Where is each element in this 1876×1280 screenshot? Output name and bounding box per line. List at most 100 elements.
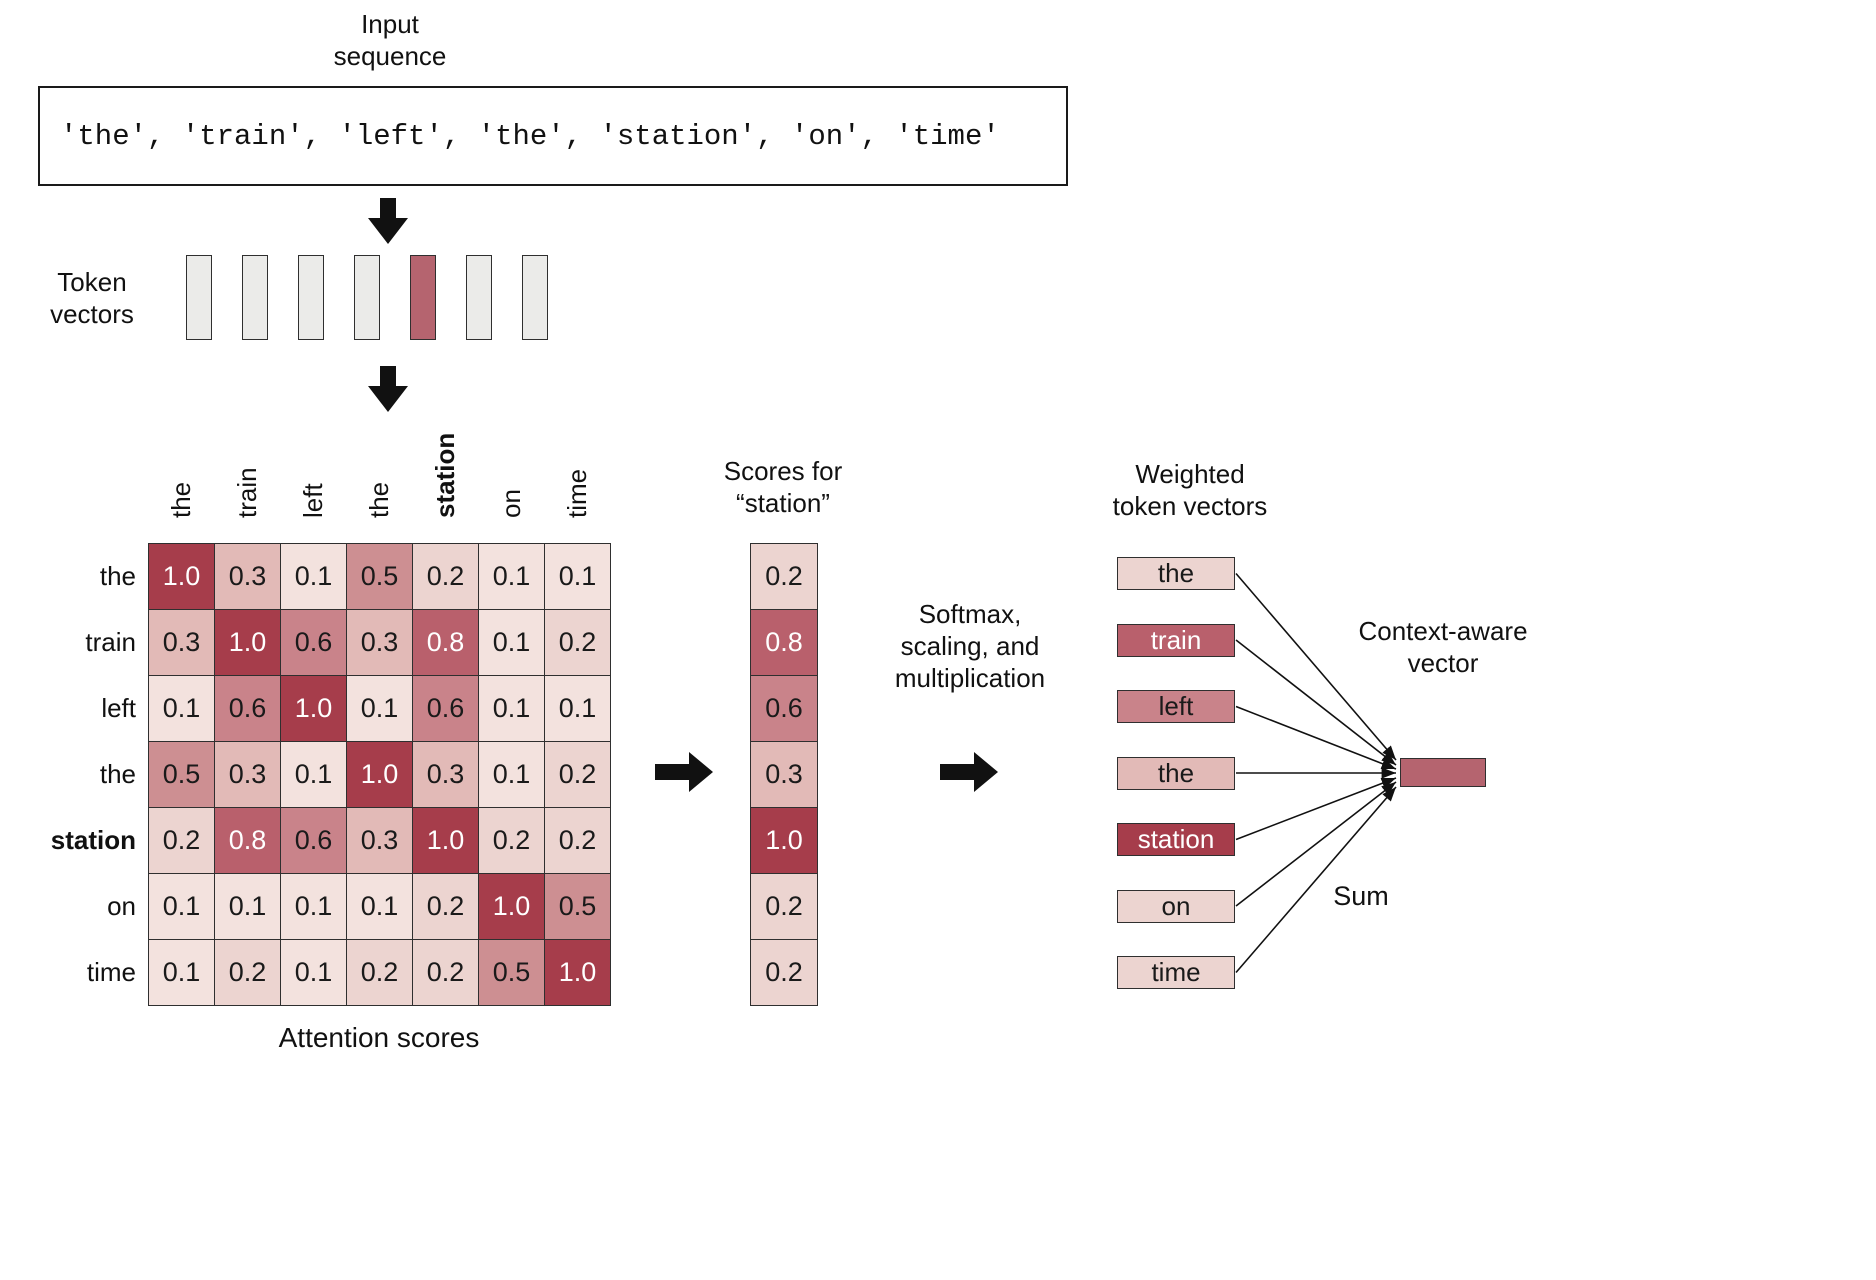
matrix-cell: 0.3 <box>347 610 413 676</box>
matrix-cell: 0.6 <box>413 676 479 742</box>
weighted-token-box: the <box>1117 756 1235 790</box>
score-cell: 0.2 <box>751 544 818 610</box>
context-vector-label-line1: Context-aware <box>1358 616 1528 646</box>
matrix-cell: 0.1 <box>149 874 215 940</box>
token-vectors-label-line1: Token <box>57 267 127 297</box>
matrix-cell: 0.1 <box>281 874 347 940</box>
softmax-label: Softmax, scaling, and multiplication <box>860 598 1080 694</box>
scores-column-label-line1: Scores for <box>723 456 843 486</box>
matrix-cell: 0.1 <box>149 940 215 1006</box>
context-vector-label-line2: vector <box>1407 648 1479 678</box>
matrix-col-label: station <box>430 432 460 518</box>
token-vector <box>242 255 268 340</box>
weighted-tokens-label-line2: token vectors <box>1112 491 1268 521</box>
matrix-cell: 0.1 <box>281 742 347 808</box>
matrix-cell: 0.1 <box>347 874 413 940</box>
matrix-cell: 0.5 <box>149 742 215 808</box>
matrix-cell: 0.1 <box>347 676 413 742</box>
matrix-cell: 1.0 <box>413 808 479 874</box>
matrix-row-label: time <box>86 957 136 987</box>
matrix-cell: 0.2 <box>215 940 281 1006</box>
matrix-cell: 0.3 <box>413 742 479 808</box>
matrix-row-labels: the train left the station on time <box>0 543 136 1005</box>
matrix-cell: 0.2 <box>545 808 611 874</box>
matrix-cell: 0.5 <box>545 874 611 940</box>
matrix-cell: 0.8 <box>413 610 479 676</box>
scores-column: 0.2 0.8 0.6 0.3 1.0 0.2 0.2 <box>750 543 818 1006</box>
weighted-tokens-label: Weighted token vectors <box>1090 458 1290 522</box>
input-sequence-title-line2: sequence <box>333 41 447 71</box>
matrix-cell: 0.3 <box>149 610 215 676</box>
matrix-cell: 0.3 <box>215 544 281 610</box>
right-arrow-icon <box>940 752 998 792</box>
right-arrow-icon <box>655 752 713 792</box>
token-vectors-label-line2: vectors <box>50 299 134 329</box>
score-cell: 0.8 <box>751 610 818 676</box>
scores-column-label-line2: “station” <box>736 488 830 518</box>
context-vector-label: Context-aware vector <box>1343 615 1543 679</box>
matrix-cell: 0.2 <box>545 742 611 808</box>
matrix-cell: 0.1 <box>281 544 347 610</box>
matrix-cell: 0.2 <box>545 610 611 676</box>
matrix-cell: 0.1 <box>545 544 611 610</box>
matrix-cell: 0.1 <box>479 742 545 808</box>
weighted-token-box: train <box>1117 623 1235 657</box>
weighted-token-box: left <box>1117 690 1235 723</box>
scores-column-label: Scores for “station” <box>690 455 876 519</box>
token-vector <box>466 255 492 340</box>
matrix-cell: 0.3 <box>347 808 413 874</box>
weighted-token-box: on <box>1117 889 1235 923</box>
matrix-col-label: train <box>232 467 262 518</box>
softmax-label-line2: scaling, and <box>900 631 1040 661</box>
matrix-cell: 1.0 <box>545 940 611 1006</box>
input-sequence-box: 'the', 'train', 'left', 'the', 'station'… <box>38 86 1068 186</box>
token-vector <box>298 255 324 340</box>
matrix-cell: 0.2 <box>149 808 215 874</box>
matrix-cell: 0.1 <box>149 676 215 742</box>
down-arrow-icon <box>368 198 408 244</box>
matrix-cell: 1.0 <box>281 676 347 742</box>
matrix-row-label: on <box>107 891 136 921</box>
matrix-row-label: the <box>99 561 136 591</box>
score-cell: 0.3 <box>751 742 818 808</box>
input-sequence-text: 'the', 'train', 'left', 'the', 'station'… <box>60 119 1000 153</box>
matrix-cell: 0.5 <box>347 544 413 610</box>
weighted-token-box: the <box>1117 557 1235 590</box>
token-vectors <box>186 255 548 340</box>
matrix-row-label: the <box>99 759 136 789</box>
matrix-row-label: left <box>101 693 136 723</box>
token-vector <box>410 255 436 340</box>
matrix-cell: 0.5 <box>479 940 545 1006</box>
matrix-col-label: the <box>364 481 394 518</box>
token-vector <box>186 255 212 340</box>
matrix-cell: 0.2 <box>347 940 413 1006</box>
matrix-cell: 0.1 <box>479 544 545 610</box>
matrix-cell: 0.2 <box>413 544 479 610</box>
matrix-cell: 0.1 <box>479 676 545 742</box>
matrix-cell: 0.6 <box>215 676 281 742</box>
matrix-cell: 0.6 <box>281 808 347 874</box>
matrix-cell: 0.1 <box>479 610 545 676</box>
token-vector <box>522 255 548 340</box>
matrix-cell: 0.1 <box>281 940 347 1006</box>
matrix-cell: 0.1 <box>215 874 281 940</box>
matrix-cell: 0.2 <box>413 874 479 940</box>
score-cell: 0.2 <box>751 874 818 940</box>
matrix-cell: 0.3 <box>215 742 281 808</box>
matrix-col-label: on <box>496 489 526 518</box>
score-cell: 0.2 <box>751 940 818 1006</box>
matrix-cell: 0.8 <box>215 808 281 874</box>
softmax-label-line1: Softmax, <box>918 599 1022 629</box>
weighted-token-box: station <box>1117 823 1235 856</box>
context-vector <box>1400 758 1486 787</box>
matrix-row-label: station <box>50 825 136 855</box>
input-sequence-title-line1: Input <box>361 9 419 39</box>
down-arrow-icon <box>368 366 408 412</box>
matrix-col-label: the <box>166 481 196 518</box>
weighted-token-box: time <box>1117 956 1235 989</box>
token-vector <box>354 255 380 340</box>
token-vectors-label: Token vectors <box>22 266 162 330</box>
weighted-tokens-label-line1: Weighted <box>1135 459 1245 489</box>
matrix-col-label: time <box>562 468 592 518</box>
